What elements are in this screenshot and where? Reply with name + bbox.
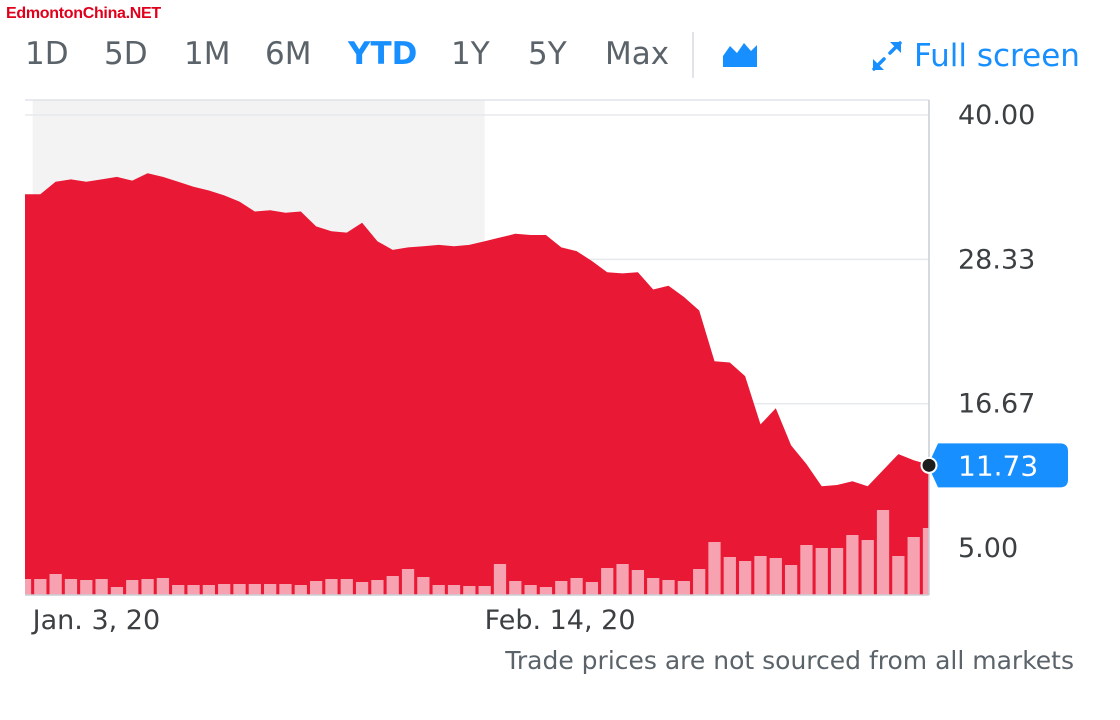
y-axis-ticks: 40.00 28.33 16.67 5.00 — [958, 100, 1035, 564]
volume-bar — [401, 569, 415, 595]
volume-bar — [677, 581, 690, 595]
range-6m-button[interactable]: 6M — [265, 36, 312, 72]
fullscreen-button[interactable]: Full screen — [870, 36, 1080, 76]
volume-bar — [846, 535, 859, 595]
volume-bar — [264, 584, 277, 595]
volume-bar — [616, 564, 629, 595]
volume-bar — [601, 568, 614, 595]
volume-bar — [371, 580, 384, 595]
volume-bar — [524, 585, 537, 595]
volume-bar — [509, 581, 522, 595]
x-axis-ticks: Jan. 3, 20 Feb. 14, 20 — [31, 605, 636, 636]
volume-bar — [830, 548, 844, 595]
x-tick-label: Feb. 14, 20 — [485, 605, 636, 636]
volume-bar — [784, 565, 798, 595]
current-price-dot — [920, 456, 938, 474]
volume-bar — [248, 584, 261, 595]
volume-bar — [570, 578, 583, 595]
volume-bar — [25, 579, 32, 595]
volume-bar — [80, 580, 93, 595]
volume-bar — [800, 545, 813, 595]
volume-bar — [64, 579, 78, 595]
range-ytd-button[interactable]: YTD — [348, 36, 418, 72]
volume-bar — [478, 586, 491, 595]
volume-bars — [25, 510, 929, 595]
volume-bar — [279, 584, 292, 595]
y-tick-label: 28.33 — [958, 244, 1035, 275]
toolbar-divider — [692, 32, 694, 78]
volume-bar — [386, 576, 399, 595]
volume-bar — [769, 558, 782, 595]
volume-bar — [708, 542, 721, 595]
current-price-label: 11.73 — [958, 449, 1038, 482]
volume-bar — [463, 586, 476, 595]
volume-bar — [723, 557, 736, 595]
range-5d-button[interactable]: 5D — [104, 36, 148, 72]
volume-bar — [876, 510, 890, 595]
current-price-marker: 11.73 — [920, 443, 1068, 488]
volume-bar — [631, 570, 645, 595]
volume-bar — [922, 528, 929, 595]
volume-bar — [49, 574, 62, 595]
range-1m-button[interactable]: 1M — [184, 36, 231, 72]
volume-bar — [585, 582, 599, 595]
expand-arrows-icon — [872, 41, 902, 71]
volume-bar — [187, 585, 200, 595]
volume-bar — [555, 581, 568, 595]
mountain-chart-icon[interactable] — [722, 40, 758, 68]
range-max-button[interactable]: Max — [605, 36, 670, 72]
volume-bar — [447, 585, 461, 595]
volume-bar — [539, 587, 553, 595]
volume-bar — [172, 585, 185, 595]
volume-bar — [141, 579, 154, 595]
volume-bar — [233, 584, 246, 595]
volume-bar — [861, 540, 874, 595]
volume-bar — [34, 579, 47, 595]
range-5y-button[interactable]: 5Y — [528, 36, 567, 72]
volume-bar — [294, 585, 307, 595]
y-tick-label: 5.00 — [958, 533, 1018, 564]
y-tick-label: 40.00 — [958, 100, 1035, 131]
x-tick-label: Jan. 3, 20 — [31, 605, 161, 636]
data-source-footnote: Trade prices are not sourced from all ma… — [505, 646, 1074, 675]
volume-bar — [417, 577, 430, 595]
volume-bar — [309, 581, 323, 595]
volume-bar — [325, 579, 338, 595]
volume-bar — [432, 585, 445, 595]
watermark-text: EdmontonChina.NET — [6, 5, 161, 22]
volume-bar — [907, 537, 920, 595]
chart-frame — [25, 99, 930, 596]
volume-bar — [815, 548, 828, 595]
range-toolbar: 1D 5D 1M 6M YTD 1Y 5Y Max Full screen — [0, 26, 1120, 86]
volume-bar — [218, 584, 231, 595]
volume-bar — [126, 580, 139, 595]
volume-bar — [95, 579, 108, 595]
range-1y-button[interactable]: 1Y — [451, 36, 490, 72]
price-area — [25, 173, 929, 595]
range-1d-button[interactable]: 1D — [25, 36, 69, 72]
volume-bar — [662, 580, 675, 595]
volume-bar — [156, 578, 170, 595]
y-tick-label: 16.67 — [958, 389, 1035, 420]
current-price-badge — [928, 443, 1068, 488]
volume-bar — [647, 578, 660, 595]
volume-bar — [202, 585, 215, 595]
volume-bar — [739, 561, 752, 595]
volume-bar — [493, 564, 507, 595]
volume-bar — [110, 587, 124, 595]
volume-bar — [693, 569, 706, 595]
volume-bar — [355, 582, 369, 595]
volume-bar — [754, 556, 767, 595]
volume-bar — [892, 556, 905, 595]
fullscreen-label: Full screen — [914, 38, 1080, 74]
volume-bar — [340, 579, 353, 595]
